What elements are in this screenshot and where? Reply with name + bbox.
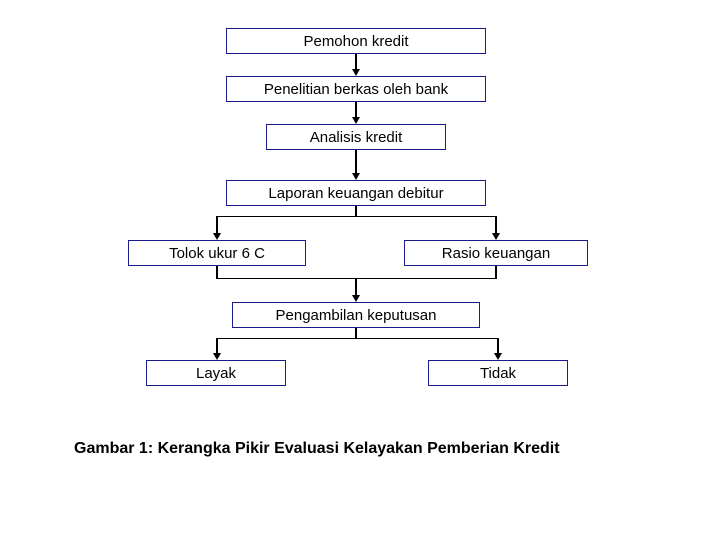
- edge-4-6-head: [492, 233, 500, 240]
- edge-7-split-h: [216, 338, 498, 339]
- edge-4-6-v: [495, 216, 497, 233]
- edge-7-8-v: [216, 338, 218, 353]
- edge-1-2-head: [352, 69, 360, 76]
- edge-2-3-head: [352, 117, 360, 124]
- edge-4-5-v: [216, 216, 218, 233]
- edge-4-split-h: [216, 216, 496, 217]
- node-tolok: Tolok ukur 6 C: [128, 240, 306, 266]
- node-tidak: Tidak: [428, 360, 568, 386]
- edge-7-9-head: [494, 353, 502, 360]
- edge-7-split-stub: [355, 328, 357, 338]
- edge-2-3: [355, 102, 357, 117]
- edge-4-5-head: [213, 233, 221, 240]
- edge-7-8-head: [213, 353, 221, 360]
- edge-1-2: [355, 54, 357, 69]
- edge-5-merge-v: [216, 266, 218, 278]
- node-analisis: Analisis kredit: [266, 124, 446, 150]
- edge-3-4-head: [352, 173, 360, 180]
- edge-4-split-stub: [355, 206, 357, 216]
- node-penelitian: Penelitian berkas oleh bank: [226, 76, 486, 102]
- edge-merge-7-head: [352, 295, 360, 302]
- edge-6-merge-v: [495, 266, 497, 278]
- node-layak: Layak: [146, 360, 286, 386]
- figure-caption: Gambar 1: Kerangka Pikir Evaluasi Kelaya…: [74, 440, 560, 458]
- node-keputusan: Pengambilan keputusan: [232, 302, 480, 328]
- edge-7-9-v: [497, 338, 499, 353]
- node-laporan: Laporan keuangan debitur: [226, 180, 486, 206]
- node-pemohon: Pemohon kredit: [226, 28, 486, 54]
- edge-3-4: [355, 150, 357, 173]
- edge-merge-7-v: [355, 278, 357, 295]
- node-rasio: Rasio keuangan: [404, 240, 588, 266]
